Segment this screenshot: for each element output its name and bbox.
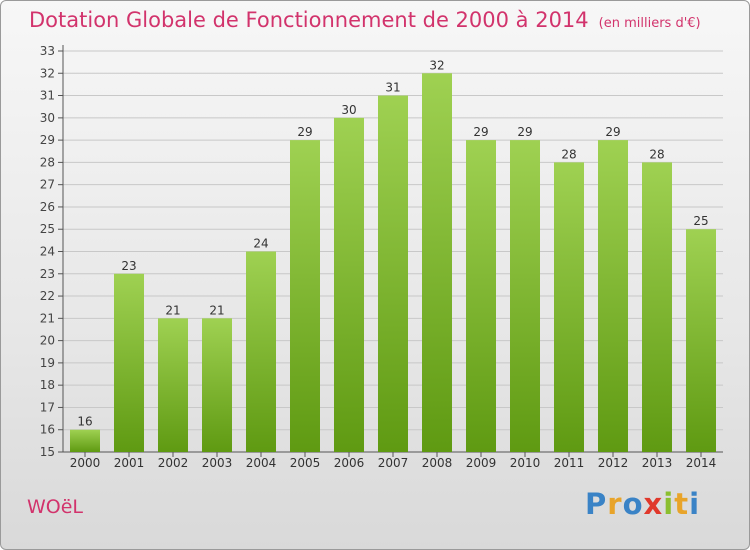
y-tick-label: 16 [40,423,55,437]
x-tick-label-2009: 2009 [466,456,497,470]
bar-2011 [554,162,584,452]
x-axis-ticks: 2000 2001 2002 2003 2004 2005 2006 2007 2008 2009… [70,452,717,470]
x-tick-label-2014: 2014 [686,456,717,470]
data-label-2001: 23 [121,259,136,273]
x-tick-label-2011: 2011 [554,456,585,470]
data-label-2006: 30 [341,103,356,117]
logo-letter: i [663,487,675,521]
data-labels: 16 23 21 21 24 29 30 31 32 29 29 28 29 28 25 [77,58,708,428]
logo-letter: x [643,487,664,521]
bar-2010 [510,140,540,452]
y-tick-label: 15 [40,445,55,459]
x-tick-label-2000: 2000 [70,456,101,470]
logo-letter: t [674,487,690,521]
x-tick-label-2010: 2010 [510,456,541,470]
bar-2005 [290,140,320,452]
y-tick-label: 17 [40,400,55,414]
chart-unit-label: (en milliers d'€) [598,16,701,31]
y-tick-label: 27 [40,178,55,192]
y-tick-label: 20 [40,334,55,348]
data-label-2004: 24 [253,237,268,251]
bar-2013 [642,162,672,452]
y-tick-label: 26 [40,200,55,214]
proxiti-logo: Proxiti [585,487,700,521]
x-tick-label-2002: 2002 [158,456,189,470]
bar-2014 [686,229,716,452]
data-label-2003: 21 [209,303,224,317]
y-tick-label: 31 [40,89,55,103]
data-label-2005: 29 [297,125,312,139]
x-tick-label-2006: 2006 [334,456,365,470]
y-tick-label: 23 [40,267,55,281]
y-tick-label: 18 [40,378,55,392]
bar-2009 [466,140,496,452]
y-tick-label: 29 [40,133,55,147]
y-tick-label: 28 [40,155,55,169]
bars [70,73,716,453]
x-tick-label-2004: 2004 [246,456,277,470]
x-tick-label-2013: 2013 [642,456,673,470]
data-label-2007: 31 [385,81,400,95]
bar-2012 [598,140,628,452]
y-tick-label: 30 [40,111,55,125]
bar-2006 [334,117,364,452]
commune-name: WOëL [27,496,84,518]
chart-title-text: Dotation Globale de Fonctionnement de 20… [29,8,589,32]
data-label-2002: 21 [165,303,180,317]
y-tick-label: 19 [40,356,55,370]
y-axis-ticks: 15 16 17 18 19 20 21 22 23 24 25 26 27 28 29 30 31 32 33 [40,44,63,459]
data-label-2011: 28 [561,147,576,161]
bar-2004 [246,251,276,452]
x-tick-label-2001: 2001 [114,456,145,470]
logo-letter: i [689,487,701,521]
x-tick-label-2005: 2005 [290,456,321,470]
x-tick-label-2003: 2003 [202,456,233,470]
bar-2007 [378,95,408,453]
y-tick-label: 32 [40,66,55,80]
x-tick-label-2008: 2008 [422,456,453,470]
y-tick-label: 21 [40,311,55,325]
data-label-2009: 29 [473,125,488,139]
y-tick-label: 25 [40,222,55,236]
logo-letter: r [607,487,623,521]
x-tick-label-2012: 2012 [598,456,629,470]
data-label-2012: 29 [605,125,620,139]
logo-letter: o [622,487,644,521]
bar-2001 [114,273,144,452]
chart-title: Dotation Globale de Fonctionnement de 20… [29,8,701,32]
data-label-2010: 29 [517,125,532,139]
y-tick-label: 22 [40,289,55,303]
data-label-2013: 28 [649,147,664,161]
y-tick-label: 24 [40,245,55,259]
y-tick-label: 33 [40,44,55,58]
bar-2003 [202,318,232,452]
data-label-2000: 16 [77,415,92,429]
data-label-2008: 32 [429,58,444,72]
data-label-2014: 25 [693,214,708,228]
bar-2002 [158,318,188,452]
bar-2000 [70,429,100,452]
x-tick-label-2007: 2007 [378,456,409,470]
bar-2008 [422,73,452,453]
logo-letter: P [585,487,608,521]
